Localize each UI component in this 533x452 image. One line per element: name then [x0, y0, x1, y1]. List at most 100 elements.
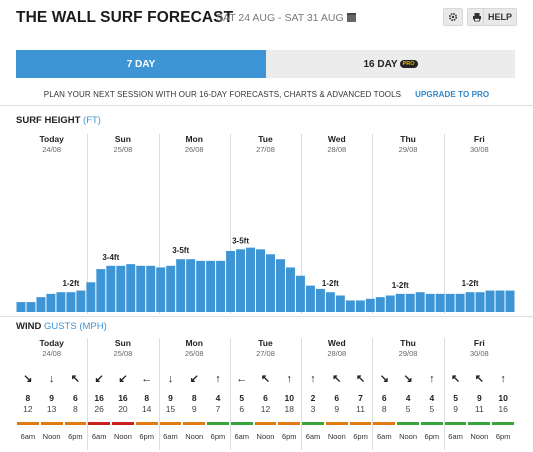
surf-bar[interactable]: [495, 290, 505, 312]
surf-bar[interactable]: [256, 249, 265, 312]
surf-bar[interactable]: [385, 295, 395, 313]
surf-bar[interactable]: [236, 249, 246, 312]
day-name: Fri: [473, 134, 485, 144]
surf-bar[interactable]: [196, 260, 206, 312]
wind-rating-bar: [302, 422, 324, 425]
header: THE WALL SURF FORECAST SAT 24 AUG - SAT …: [16, 8, 517, 28]
day-date: 28/08: [327, 349, 347, 358]
surf-bar[interactable]: [325, 292, 335, 312]
wind-speed: 8: [25, 393, 31, 403]
surf-bar[interactable]: [156, 267, 166, 312]
surf-bar[interactable]: [86, 282, 96, 312]
wind-gust: 3: [310, 404, 316, 414]
help-button[interactable]: HELP: [483, 8, 517, 26]
tab-7-day[interactable]: 7 DAY: [16, 50, 266, 78]
wind-gust: 16: [498, 404, 508, 414]
surf-bar[interactable]: [36, 297, 46, 312]
surf-bar[interactable]: [355, 300, 365, 312]
upgrade-link[interactable]: UPGRADE TO PRO: [415, 90, 490, 99]
time-label: 6pm: [210, 432, 226, 441]
surf-bar[interactable]: [475, 292, 485, 312]
wind-direction-icon: ↖: [474, 373, 484, 385]
wind-gust: 26: [94, 404, 104, 414]
tab-16-day[interactable]: 16 DAY PRO: [266, 50, 515, 78]
wind-speed: 6: [334, 393, 340, 403]
day-header: Today 24/08: [16, 338, 87, 358]
surf-bar[interactable]: [465, 292, 475, 312]
wind-rating-bar: [183, 422, 206, 425]
surf-bar[interactable]: [26, 302, 36, 312]
wind-direction-icon: ↓: [48, 373, 55, 385]
surf-bar[interactable]: [96, 269, 106, 312]
surf-bar[interactable]: [136, 265, 146, 312]
surf-bar[interactable]: [146, 265, 156, 312]
gear-icon: [448, 12, 458, 22]
forecast-tabs: 7 DAY 16 DAY PRO: [16, 50, 515, 78]
day-date: 25/08: [113, 145, 133, 154]
day-name: Sun: [114, 338, 131, 348]
surf-bar[interactable]: [345, 300, 355, 312]
time-label: Noon: [399, 432, 418, 441]
promo-text: PLAN YOUR NEXT SESSION WITH OUR 16-DAY F…: [43, 90, 402, 99]
surf-bar[interactable]: [206, 260, 216, 312]
wind-rating-bar: [373, 422, 396, 425]
surf-bar[interactable]: [46, 293, 56, 312]
surf-bar[interactable]: [166, 265, 176, 312]
calendar-icon[interactable]: [346, 13, 356, 22]
settings-button[interactable]: [443, 8, 463, 26]
divider: [0, 105, 533, 106]
surf-bar[interactable]: [295, 275, 305, 312]
wind-direction-icon: ↑: [286, 373, 293, 385]
surf-bar[interactable]: [315, 288, 325, 312]
surf-bar[interactable]: [435, 293, 445, 312]
day-divider: [443, 338, 445, 450]
wind-speed: 8: [191, 393, 197, 403]
day-divider: [158, 338, 160, 450]
surf-bar[interactable]: [275, 259, 285, 312]
surf-bar[interactable]: [375, 297, 385, 312]
surf-bar[interactable]: [66, 292, 76, 312]
surf-day-grid: Today 24/08 Sun 25/08 Mon 26/08 Tue 27/08 Wed 28/…: [16, 134, 515, 314]
wind-rating-bar: [64, 422, 87, 425]
promo-banner: PLAN YOUR NEXT SESSION WITH OUR 16-DAY F…: [0, 90, 533, 99]
surf-bar[interactable]: [415, 292, 425, 312]
surf-bar[interactable]: [216, 260, 226, 312]
surf-bar[interactable]: [266, 254, 275, 312]
surf-bar[interactable]: [455, 293, 465, 312]
surf-bar[interactable]: [116, 265, 126, 312]
pro-badge: PRO: [399, 60, 418, 68]
surf-bar[interactable]: [285, 267, 295, 312]
day-name: Today: [39, 338, 64, 348]
wind-title: WIND GUSTS (MPH): [16, 321, 107, 332]
day-name: Tue: [258, 134, 273, 144]
surf-bar[interactable]: [56, 292, 66, 312]
day-divider: [372, 134, 374, 314]
surf-bar[interactable]: [126, 264, 136, 312]
time-label: Noon: [256, 432, 275, 441]
wind-gust: 12: [23, 404, 33, 414]
wind-rating-bar: [444, 422, 467, 425]
wind-gust: 11: [356, 404, 365, 414]
surf-bar[interactable]: [485, 290, 495, 312]
day-divider: [301, 134, 303, 314]
surf-bar[interactable]: [335, 295, 345, 313]
wind-speed: 5: [239, 393, 245, 403]
surf-bar[interactable]: [246, 247, 256, 312]
wind-direction-icon: ↑: [429, 373, 435, 385]
wind-gust: 8: [73, 404, 78, 414]
surf-bar[interactable]: [76, 290, 86, 312]
time-label: 6pm: [495, 432, 511, 441]
surf-bar[interactable]: [365, 298, 375, 312]
surf-bar[interactable]: [226, 250, 236, 312]
surf-bar[interactable]: [16, 302, 26, 312]
surf-bar[interactable]: [395, 293, 405, 312]
surf-bar[interactable]: [505, 290, 515, 312]
surf-bar[interactable]: [176, 259, 186, 312]
surf-bar[interactable]: [425, 293, 435, 312]
surf-bar[interactable]: [186, 259, 196, 312]
surf-bar[interactable]: [106, 265, 116, 312]
wind-rating-bar: [278, 422, 301, 425]
surf-bar[interactable]: [405, 293, 415, 312]
surf-bar[interactable]: [305, 285, 315, 312]
surf-bar[interactable]: [445, 293, 455, 312]
